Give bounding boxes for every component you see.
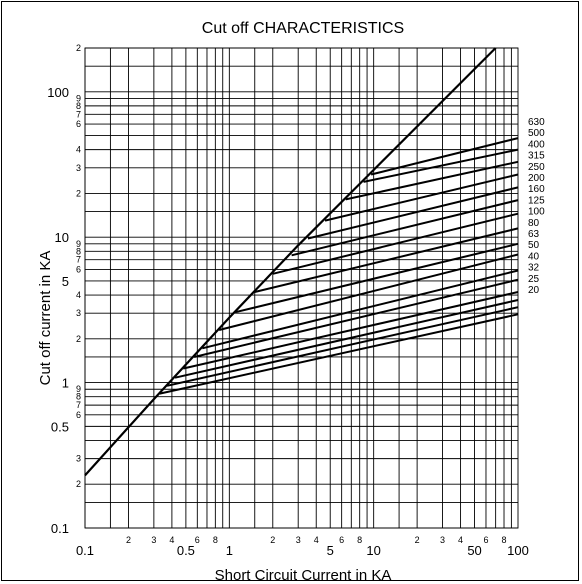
series-line-25	[166, 306, 519, 387]
x-tick-label: 0.5	[177, 543, 195, 558]
series-line-500	[363, 148, 519, 183]
series-lines	[84, 47, 519, 477]
series-line-63	[202, 269, 519, 350]
series-label-25: 25	[528, 274, 540, 285]
y-minor-tick-label: 9	[76, 384, 81, 394]
series-label-315: 315	[528, 151, 545, 162]
y-tick-label: 1	[62, 376, 69, 391]
series-line-630	[370, 137, 519, 176]
y-minor-tick-label: 3	[76, 454, 81, 464]
y-minor-tick-label: 8	[76, 246, 81, 256]
y-minor-tick-label: 6	[76, 264, 81, 274]
y-minor-tick-label: 2	[76, 479, 81, 489]
x-minor-tick-label: 2	[415, 535, 420, 545]
series-line-80	[218, 253, 519, 331]
x-minor-tick-label: 8	[357, 535, 362, 545]
y-minor-tick-label: 7	[76, 400, 81, 410]
y-minor-tick-label: 9	[76, 93, 81, 103]
x-tick-label: 100	[507, 543, 529, 558]
x-tick-label: 1	[226, 543, 233, 558]
y-minor-tick-label: 3	[76, 163, 81, 173]
series-line-200	[291, 199, 519, 257]
x-minor-tick-label: 6	[483, 535, 488, 545]
series-label-200: 200	[528, 173, 545, 184]
x-minor-tick-label: 8	[502, 535, 507, 545]
y-minor-tick-label: 4	[76, 290, 81, 300]
plot-border	[84, 47, 519, 529]
x-tick-label: 50	[467, 543, 481, 558]
series-label-40: 40	[528, 251, 540, 262]
x-tick-label: 0.1	[76, 543, 94, 558]
y-minor-tick-label: 6	[76, 119, 81, 129]
series-label-50: 50	[528, 240, 540, 251]
x-minor-tick-label: 2	[126, 535, 131, 545]
envelope-line	[84, 47, 497, 477]
x-minor-tick-label: 6	[339, 535, 344, 545]
series-line-400	[345, 160, 519, 201]
series-label-32: 32	[528, 263, 540, 274]
y-tick-label: 10	[55, 230, 69, 245]
x-minor-tick-label: 4	[314, 535, 319, 545]
y-minor-tick-label: 2	[76, 188, 81, 198]
x-minor-tick-label: 2	[270, 535, 275, 545]
x-minor-tick-label: 6	[195, 535, 200, 545]
series-label-80: 80	[528, 218, 540, 229]
y-minor-tick-label: 4	[76, 145, 81, 155]
chart-title: Cut off CHARACTERISTICS	[202, 20, 404, 37]
series-line-32	[174, 299, 519, 379]
series-label-160: 160	[528, 184, 545, 195]
x-minor-tick-label: 3	[151, 535, 156, 545]
y-tick-label: 5	[62, 274, 69, 289]
x-axis-label: Short Circuit Current in KA	[215, 567, 392, 584]
x-minor-tick-label: 4	[458, 535, 463, 545]
series-label-100: 100	[528, 207, 545, 218]
series-line-50	[193, 278, 519, 358]
tick-labels: 0.1 0.5 1 5 10 50 100 2 3 4 6 8 2 3 4 6 8 2 3 4 6 8 0.1 0.5 1 5 10…	[47, 43, 529, 558]
y-minor-tick-label: 8	[76, 392, 81, 402]
series-label-250: 250	[528, 162, 545, 173]
series-line-20	[159, 313, 519, 395]
x-tick-label: 10	[366, 543, 380, 558]
y-tick-label: 0.1	[51, 521, 69, 536]
series-line-315	[324, 173, 519, 222]
grid	[84, 47, 519, 529]
y-minor-tick-label: 2	[76, 43, 81, 53]
y-minor-tick-label: 7	[76, 109, 81, 119]
y-tick-label: 100	[47, 85, 69, 100]
series-label-63: 63	[528, 229, 540, 240]
series-label-400: 400	[528, 139, 545, 150]
y-minor-tick-label: 8	[76, 101, 81, 111]
series-line-40	[183, 291, 519, 370]
y-minor-tick-label: 7	[76, 255, 81, 265]
series-label-500: 500	[528, 128, 545, 139]
series-labels: 6305004003152502001601251008063504032252…	[528, 117, 545, 296]
series-label-630: 630	[528, 117, 545, 128]
series-line-100	[235, 242, 519, 314]
series-line-125	[254, 227, 519, 293]
y-minor-tick-label: 2	[76, 334, 81, 344]
x-minor-tick-label: 3	[440, 535, 445, 545]
x-minor-tick-label: 3	[296, 535, 301, 545]
y-minor-tick-label: 6	[76, 410, 81, 420]
y-tick-label: 0.5	[51, 419, 69, 434]
x-tick-label: 5	[327, 543, 334, 558]
x-minor-tick-label: 8	[213, 535, 218, 545]
y-minor-tick-label: 9	[76, 239, 81, 249]
y-minor-tick-label: 3	[76, 308, 81, 318]
series-line-160	[272, 212, 519, 275]
series-label-125: 125	[528, 195, 545, 206]
series-line-250	[307, 186, 519, 240]
y-axis-label: Cut off current in KA	[37, 251, 54, 386]
series-label-20: 20	[528, 285, 540, 296]
x-minor-tick-label: 4	[169, 535, 174, 545]
